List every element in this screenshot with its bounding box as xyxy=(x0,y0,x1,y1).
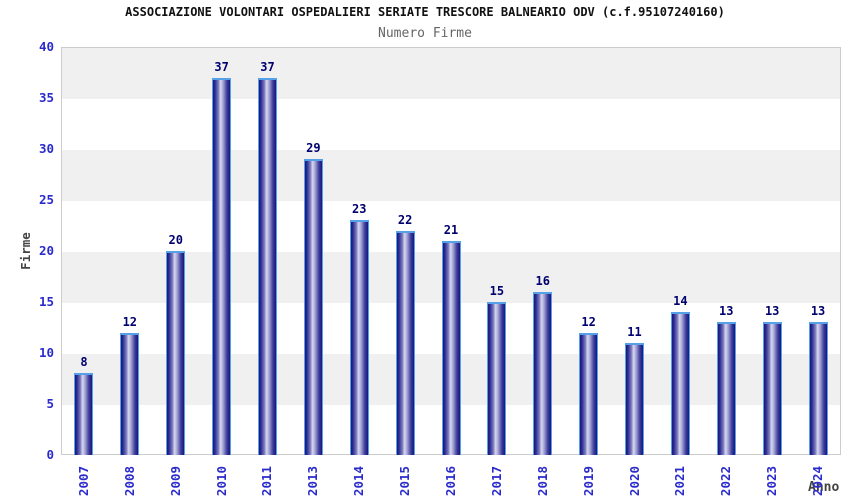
x-tick-label: 2014 xyxy=(351,465,367,497)
x-tick-label: 2010 xyxy=(213,465,229,497)
y-tick-label: 35 xyxy=(38,90,54,105)
bar-2020 xyxy=(625,342,645,455)
x-tick-label: 2011 xyxy=(259,465,275,497)
bar-2009 xyxy=(166,251,186,455)
bar-2017 xyxy=(487,302,507,455)
x-tick-label: 2015 xyxy=(397,465,413,497)
x-tick-label: 2024 xyxy=(810,465,826,497)
bar-2021 xyxy=(670,312,690,455)
x-tick-label: 2021 xyxy=(672,465,688,497)
y-tick-label: 15 xyxy=(38,294,54,309)
y-tick-label: 0 xyxy=(46,447,54,462)
bar-value-label: 13 xyxy=(764,304,780,319)
x-tick-label: 2019 xyxy=(580,465,596,497)
y-tick-label: 40 xyxy=(38,39,54,54)
y-tick-label: 20 xyxy=(38,243,54,258)
bar-2019 xyxy=(579,332,599,455)
bar-2010 xyxy=(212,77,232,455)
x-tick-label: 2008 xyxy=(121,465,137,497)
bar-value-label: 37 xyxy=(214,59,229,74)
y-tick-label: 10 xyxy=(38,345,54,360)
bar-value-label: 11 xyxy=(627,324,642,339)
bar-value-label: 16 xyxy=(535,273,550,288)
x-tick-label: 2018 xyxy=(534,465,550,497)
x-tick-label: 2009 xyxy=(167,465,183,497)
bar-2007 xyxy=(74,373,94,455)
x-tick-label: 2022 xyxy=(718,465,734,497)
chart-title: ASSOCIAZIONE VOLONTARI OSPEDALIERI SERIA… xyxy=(125,5,725,19)
x-tick-label: 2013 xyxy=(305,465,321,497)
bar-2022 xyxy=(716,322,736,455)
chart-subtitle: Numero Firme xyxy=(378,26,472,41)
bar-value-label: 22 xyxy=(397,212,413,227)
x-tick-label: 2007 xyxy=(75,465,91,497)
bar-value-label: 29 xyxy=(306,141,321,156)
bar-value-label: 13 xyxy=(719,304,734,319)
bar-value-label: 12 xyxy=(122,314,138,329)
y-tick-label: 30 xyxy=(38,141,54,156)
bar-value-label: 21 xyxy=(443,222,459,237)
x-axis-label: Anno xyxy=(808,480,840,495)
bar-2008 xyxy=(120,332,140,455)
x-tick-label: 2017 xyxy=(488,465,504,497)
bar-value-label: 20 xyxy=(168,233,183,247)
y-tick-label: 25 xyxy=(38,192,54,207)
bar-value-label: 8 xyxy=(80,355,88,370)
bar-2011 xyxy=(257,77,277,455)
bar-value-label: 23 xyxy=(352,202,367,217)
bar-2018 xyxy=(533,291,553,455)
bar-2016 xyxy=(441,240,461,455)
x-tick-label: 2023 xyxy=(764,465,780,497)
y-tick-label: 5 xyxy=(46,396,54,411)
bar-value-label: 14 xyxy=(673,294,688,309)
bar-2023 xyxy=(762,322,782,455)
bar-2013 xyxy=(303,159,323,455)
bar-2015 xyxy=(395,230,415,455)
bar-2024 xyxy=(808,322,828,455)
bar-value-label: 15 xyxy=(489,284,505,298)
bar-value-label: 12 xyxy=(581,314,596,329)
x-tick-label: 2016 xyxy=(443,465,458,497)
bar-value-label: 37 xyxy=(260,59,275,74)
bar-2014 xyxy=(349,220,369,455)
bar-value-label: 13 xyxy=(810,304,826,319)
x-tick-label: 2020 xyxy=(626,465,642,497)
